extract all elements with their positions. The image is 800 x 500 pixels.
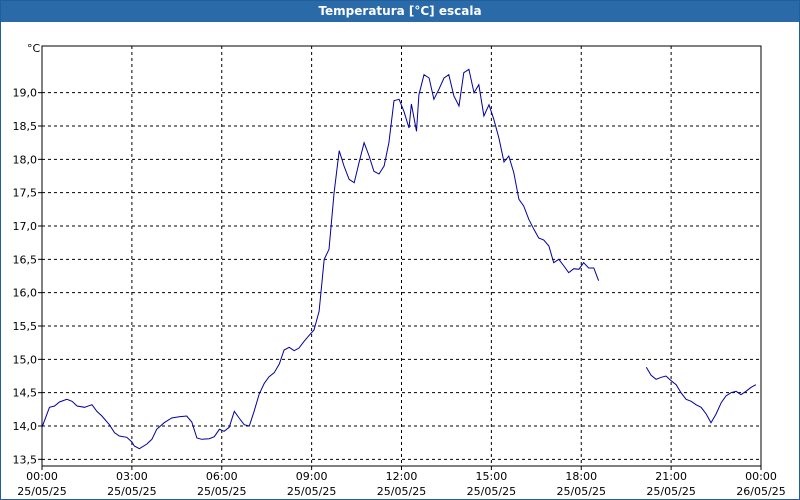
x-tick-time-label: 21:00 xyxy=(655,470,687,483)
series-temperatura xyxy=(41,68,757,450)
x-tick-time-label: 00:00 xyxy=(745,470,777,483)
x-tick-date-label: 25/05/25 xyxy=(467,485,516,498)
grid xyxy=(42,46,761,466)
x-tick-date-label: 25/05/25 xyxy=(17,485,66,498)
y-tick-label: 16,5 xyxy=(13,253,38,266)
temperature-line-segment xyxy=(41,68,600,450)
y-tick-label: 18,0 xyxy=(13,153,38,166)
x-tick-date-label: 25/05/25 xyxy=(377,485,426,498)
chart-title: Temperatura [°C] escala xyxy=(1,1,799,22)
y-tick-label: 15,5 xyxy=(13,320,38,333)
x-tick-date-label: 26/05/25 xyxy=(736,485,785,498)
y-tick-label: 14,5 xyxy=(13,387,38,400)
x-tick-date-label: 25/05/25 xyxy=(287,485,336,498)
x-tick-time-label: 15:00 xyxy=(476,470,508,483)
temperature-line-segment xyxy=(645,367,757,424)
y-tick-label: 19,0 xyxy=(13,87,38,100)
x-tick-date-label: 25/05/25 xyxy=(107,485,156,498)
x-tick-time-label: 03:00 xyxy=(116,470,148,483)
x-tick-time-label: 09:00 xyxy=(296,470,328,483)
y-tick-label: 14,0 xyxy=(13,420,38,433)
y-tick-label: 18,5 xyxy=(13,120,38,133)
y-tick-label: 17,5 xyxy=(13,187,38,200)
temperature-chart: 13,5 14,0 14,5 15,0 15,5 16,0 16,5 17,0 17,5 18,0… xyxy=(13,42,786,498)
y-axis-unit-label: °C xyxy=(27,42,41,55)
y-tick-label: 17,0 xyxy=(13,220,38,233)
x-tick-time-label: 18:00 xyxy=(565,470,597,483)
x-tick-time-label: 12:00 xyxy=(386,470,418,483)
y-tick-label: 13,5 xyxy=(13,453,38,466)
x-tick-date-label: 25/05/25 xyxy=(557,485,606,498)
y-tick-label: 15,0 xyxy=(13,353,38,366)
x-axis: 00:00 25/05/25 03:00 25/05/25 06:00 25/05/25 0… xyxy=(17,466,786,498)
x-tick-date-label: 25/05/25 xyxy=(197,485,246,498)
x-tick-date-label: 25/05/25 xyxy=(646,485,695,498)
y-axis: 13,5 14,0 14,5 15,0 15,5 16,0 16,5 17,0 17,5 18,0… xyxy=(13,87,42,466)
x-tick-time-label: 06:00 xyxy=(206,470,238,483)
y-tick-label: 16,0 xyxy=(13,287,38,300)
x-tick-time-label: 00:00 xyxy=(26,470,58,483)
